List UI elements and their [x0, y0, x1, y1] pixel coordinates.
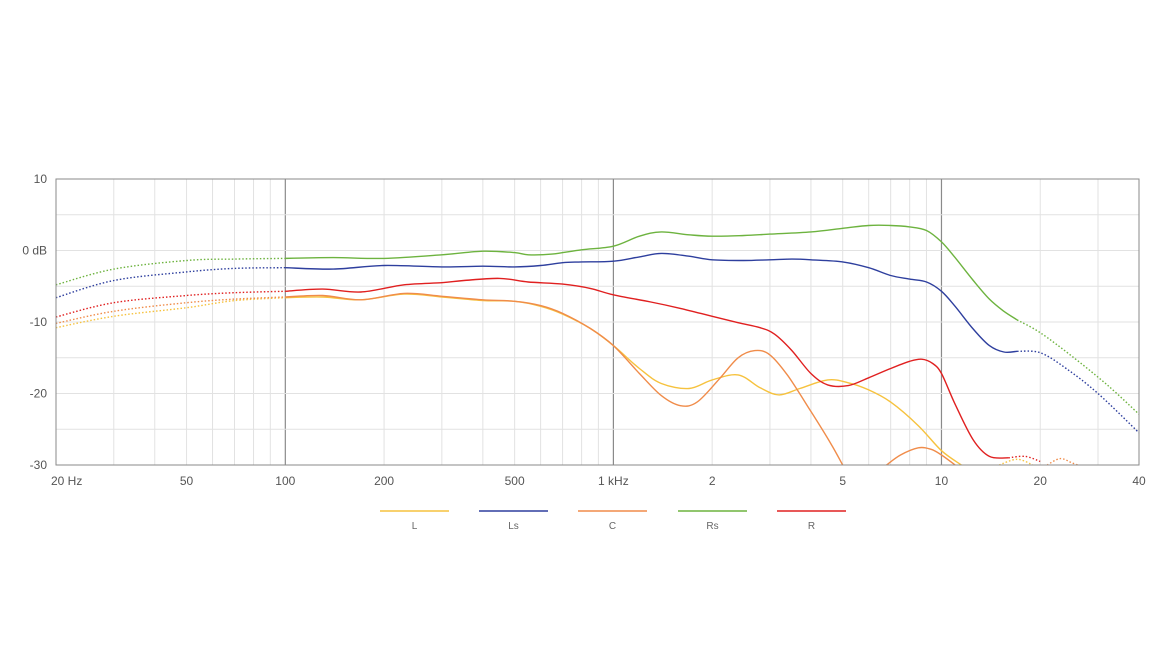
- y-tick-label: -10: [30, 315, 48, 329]
- x-tick-label: 50: [180, 474, 194, 488]
- x-tick-label: 20 Hz: [51, 474, 82, 488]
- series-r-dotted2: [1008, 455, 1041, 463]
- series-l-solid: [285, 293, 962, 465]
- legend-label: Ls: [508, 521, 519, 532]
- series-rs-solid: [285, 224, 1018, 321]
- series-lines: [56, 224, 1139, 465]
- y-axis-ticks: 10 0 dB -10 -20 -30: [22, 172, 47, 472]
- series-l-dotted2: [998, 458, 1034, 465]
- series-ls: [56, 252, 1139, 434]
- plot-border: [55, 178, 1140, 466]
- y-tick-label: -20: [30, 387, 48, 401]
- x-tick-label: 1 kHz: [598, 474, 629, 488]
- x-tick-label: 40: [1132, 474, 1146, 488]
- legend-item-rs: Rs: [678, 510, 747, 532]
- legend-item-c: C: [578, 510, 647, 532]
- series-l-dotted: [56, 297, 286, 329]
- x-tick-label: 20: [1034, 474, 1048, 488]
- series-c: [56, 292, 1078, 465]
- plot-frame: [55, 178, 1140, 466]
- series-rs-dotted2: [1016, 319, 1139, 415]
- series-ls-dotted2: [1017, 350, 1139, 434]
- series-rs: [56, 224, 1139, 415]
- grid: [56, 179, 1139, 465]
- x-tick-label: 10: [935, 474, 949, 488]
- legend-item-ls: Ls: [479, 510, 548, 532]
- legend-item-l: L: [380, 510, 449, 532]
- x-tick-label: 500: [505, 474, 525, 488]
- series-c-solid2: [886, 446, 956, 465]
- series-ls-solid: [285, 252, 1018, 354]
- legend-label: Rs: [706, 521, 718, 532]
- x-tick-label: 5: [839, 474, 846, 488]
- x-tick-label: 100: [275, 474, 295, 488]
- x-tick-label: 200: [374, 474, 394, 488]
- series-r-solid: [285, 277, 1009, 459]
- y-tick-label: 0 dB: [22, 244, 47, 258]
- x-tick-label: 2: [709, 474, 716, 488]
- legend-item-r: R: [777, 510, 846, 532]
- series-l: [56, 293, 1034, 465]
- legend-label: C: [609, 521, 616, 532]
- y-tick-label: -30: [30, 458, 48, 472]
- series-ls-dotted: [56, 267, 286, 299]
- legend: L Ls C Rs R: [380, 510, 846, 532]
- legend-label: L: [412, 521, 418, 532]
- series-rs-dotted: [56, 257, 286, 286]
- x-axis-ticks: 20 Hz 50 100 200 500 1 kHz 2 5 10 20 40: [51, 474, 1146, 488]
- series-c-solid: [285, 292, 844, 465]
- legend-label: R: [808, 521, 815, 532]
- series-c-dotted2: [1046, 457, 1078, 465]
- y-tick-label: 10: [34, 172, 48, 186]
- series-r: [56, 277, 1041, 463]
